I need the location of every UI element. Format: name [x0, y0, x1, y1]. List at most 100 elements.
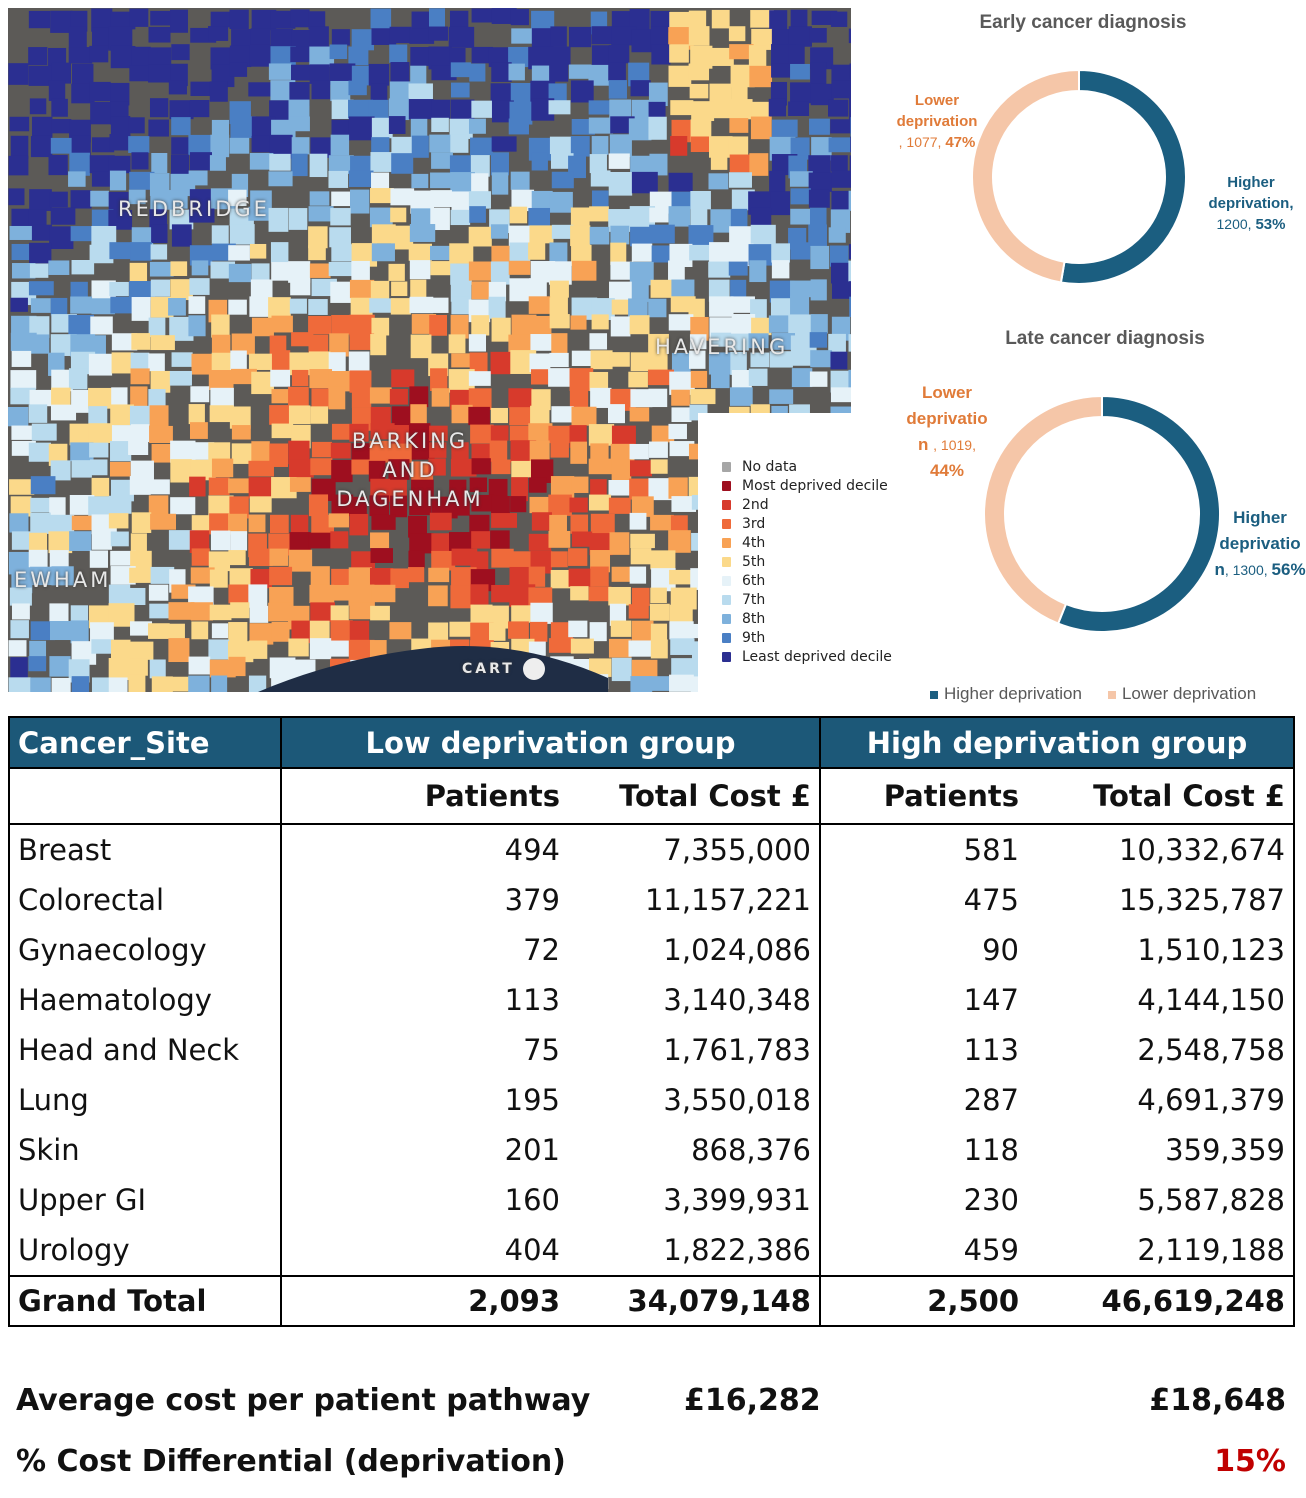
map-area [611, 26, 637, 46]
map-area [210, 134, 230, 158]
legend-item: 3rd [722, 514, 892, 533]
map-area [831, 155, 848, 172]
map-area [588, 494, 612, 511]
map-area [410, 334, 432, 359]
map-area [171, 352, 193, 367]
map-area [570, 586, 589, 601]
high-patients-cell: 581 [963, 833, 1019, 867]
map-area [8, 640, 27, 657]
map-area [629, 443, 649, 460]
high-cost-cell: 4,691,379 [1027, 1075, 1295, 1125]
map-area [11, 263, 36, 279]
high-cost-cell: 15,325,787 [1027, 875, 1295, 925]
map-area [648, 333, 669, 354]
map-area [30, 512, 51, 534]
legend-higher: Higher deprivation [930, 684, 1082, 704]
map-area [509, 242, 531, 263]
map-area [468, 191, 491, 209]
header-cancer-site: Cancer_Site [8, 716, 282, 769]
map-area [649, 207, 669, 223]
map-area [488, 296, 506, 319]
map-area [690, 389, 716, 405]
map-area [129, 262, 148, 286]
map-area [471, 173, 489, 192]
map-area [431, 65, 457, 81]
map-area [710, 153, 728, 170]
map-area [48, 154, 68, 176]
map-area [548, 425, 570, 444]
map-area [70, 620, 89, 644]
map-area [9, 116, 30, 132]
map-area [288, 261, 311, 283]
map-area [410, 65, 427, 90]
map-area [631, 659, 658, 678]
map-area [68, 171, 86, 187]
map-area [348, 496, 367, 517]
map-area [311, 80, 331, 100]
map-area [309, 46, 335, 67]
map-area [629, 8, 650, 32]
map-area [211, 458, 234, 478]
map-area [528, 46, 554, 70]
map-area [290, 514, 309, 534]
carto-attribution[interactable]: CART [462, 655, 545, 684]
map-area [110, 116, 131, 138]
map-area [808, 224, 827, 247]
map-area [551, 333, 568, 355]
map-area [508, 46, 530, 68]
map-area [750, 352, 770, 368]
map-area [148, 47, 172, 70]
map-area [409, 224, 436, 242]
map-area [270, 28, 293, 50]
map-area [370, 334, 387, 356]
map-area [70, 226, 96, 242]
map-area [508, 225, 534, 248]
map-area [228, 245, 250, 261]
map-area [269, 405, 290, 425]
map-area [391, 136, 417, 156]
map-area [648, 676, 671, 691]
map-area [790, 242, 811, 260]
map-area [451, 296, 471, 315]
low-cost-cell: 3,399,931 [568, 1175, 821, 1225]
map-area [651, 245, 676, 263]
map-area [471, 100, 494, 118]
map-area [28, 281, 54, 296]
map-area [730, 296, 755, 313]
map-area [431, 117, 449, 133]
map-area [408, 243, 432, 261]
avg-high: £18,648 [1149, 1383, 1286, 1418]
map-area [30, 566, 56, 586]
map-area [148, 119, 169, 137]
map-area [610, 242, 627, 266]
map-area [168, 298, 186, 316]
map-area [148, 584, 169, 601]
higher-deprivation-slice [1059, 68, 1187, 285]
map-area [31, 224, 53, 241]
low-cost-cell: 1,822,386 [568, 1225, 821, 1276]
map-area [188, 404, 205, 425]
map-area [248, 460, 274, 477]
map-area [268, 63, 292, 80]
map-area [408, 99, 434, 120]
map-area [550, 551, 568, 568]
map-area [269, 548, 289, 566]
map-area [348, 80, 367, 96]
map-area [350, 189, 370, 214]
map-area [289, 116, 310, 132]
map-area [449, 155, 474, 175]
map-label-havering: HAVERING [655, 335, 789, 359]
map-area [610, 443, 635, 463]
river-thames [258, 646, 608, 692]
map-area [589, 206, 609, 222]
legend-item: No data [722, 457, 892, 476]
map-area [109, 242, 132, 260]
map-area [249, 152, 274, 170]
map-area [430, 245, 451, 261]
map-area [608, 153, 630, 169]
map-area [129, 281, 156, 301]
map-area [11, 425, 33, 440]
map-area [130, 533, 147, 557]
map-area [450, 585, 474, 609]
map-area [550, 476, 575, 500]
